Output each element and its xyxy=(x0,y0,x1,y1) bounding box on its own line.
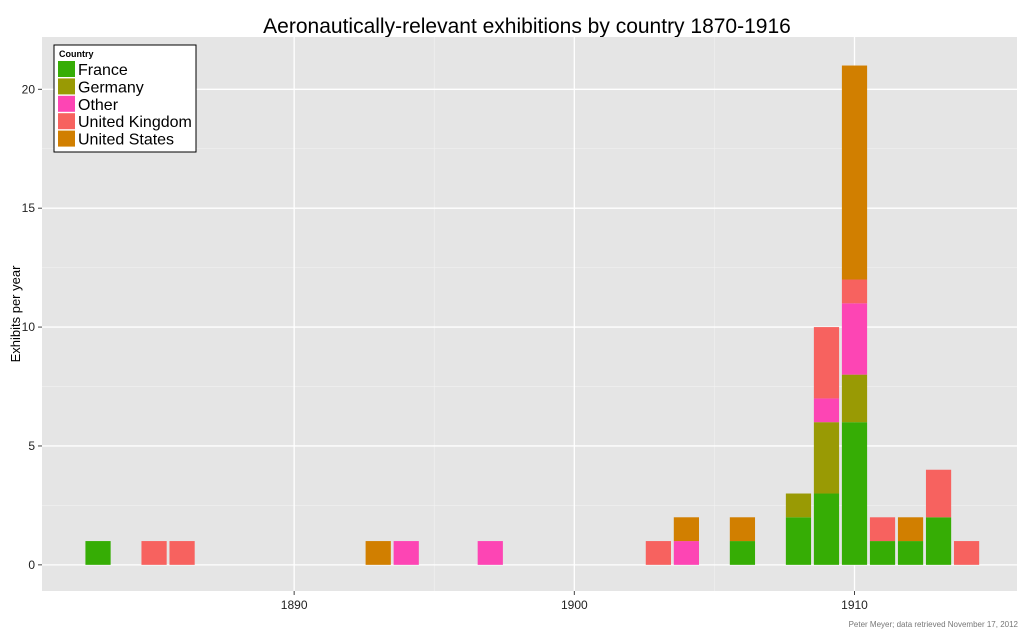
y-tick-label: 0 xyxy=(28,558,35,572)
legend-swatch xyxy=(58,95,75,112)
y-axis-ticks: 0 5 10 15 20 xyxy=(22,82,42,572)
y-tick-label: 15 xyxy=(22,201,36,215)
legend-swatch xyxy=(58,113,75,130)
legend-label: Germany xyxy=(78,79,144,96)
bar-segment xyxy=(477,541,503,565)
legend-box xyxy=(53,44,197,153)
x-axis-ticks: 1890 1900 1910 xyxy=(281,591,868,612)
bar-segment xyxy=(841,65,868,280)
legend-swatch xyxy=(58,61,75,77)
bars-layer xyxy=(85,65,980,565)
legend-title: Country xyxy=(59,49,94,59)
bar-segment xyxy=(785,493,812,518)
bar-segment xyxy=(841,422,868,565)
x-tick-label: 1910 xyxy=(841,598,868,612)
bar-segment xyxy=(869,541,896,565)
bar-segment xyxy=(365,541,391,565)
bar-segment xyxy=(673,541,700,565)
y-tick-label: 10 xyxy=(22,320,36,334)
legend-swatch xyxy=(58,130,75,147)
bar-segment xyxy=(869,517,896,542)
x-tick-label: 1890 xyxy=(281,598,308,612)
bar-segment xyxy=(813,398,840,423)
bar-segment xyxy=(785,517,812,565)
x-tick-label: 1900 xyxy=(561,598,588,612)
legend-label: United Kingdom xyxy=(78,114,192,131)
bar-segment xyxy=(673,517,700,542)
bar-segment xyxy=(813,327,840,399)
bar-segment xyxy=(953,541,980,565)
legend-label: France xyxy=(78,62,128,79)
bar-segment xyxy=(169,541,195,565)
bar-segment xyxy=(841,303,868,375)
y-axis-label: Exhibits per year xyxy=(8,265,23,362)
bar-segment xyxy=(897,517,924,542)
bar-segment xyxy=(841,279,868,304)
bar-segment xyxy=(841,374,868,423)
bar-segment xyxy=(813,493,840,565)
bar-segment xyxy=(85,541,111,565)
legend-label: Other xyxy=(78,97,119,114)
legend-swatch xyxy=(58,78,75,95)
y-tick-label: 5 xyxy=(28,439,35,453)
bar-segment xyxy=(729,541,756,565)
bar-segment xyxy=(925,517,952,565)
bar-segment xyxy=(141,541,167,565)
bar-segment xyxy=(813,422,840,494)
y-tick-label: 20 xyxy=(22,82,36,96)
chart-title: Aeronautically-relevant exhibitions by c… xyxy=(263,15,791,38)
bar-segment xyxy=(729,517,756,542)
bar-segment xyxy=(393,541,419,565)
bar-segment xyxy=(925,469,952,518)
bar-segment xyxy=(897,541,924,565)
bar-segment xyxy=(645,541,671,565)
caption: Peter Meyer; data retrieved November 17,… xyxy=(849,620,1019,629)
legend-label: United States xyxy=(78,132,174,149)
